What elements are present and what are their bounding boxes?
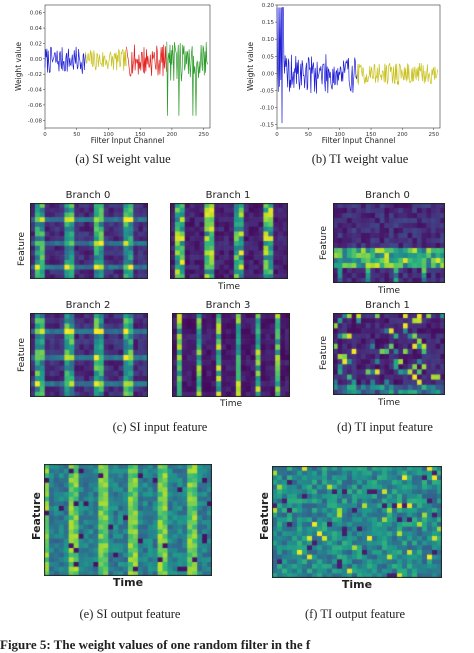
y-tick-label: 0.04 (30, 26, 43, 32)
caption-c: (c) SI input feature (112, 420, 208, 434)
si-output-heatmap (44, 464, 212, 576)
y-tick-label: 0.15 (262, 20, 275, 26)
y-tick-label: 0.06 (30, 11, 43, 17)
ti-branch1-title: Branch 1 (365, 300, 410, 311)
x-tick-label: 200 (397, 132, 408, 138)
caption-d: (d) TI input feature (337, 420, 433, 434)
x-tick-label: 100 (103, 132, 114, 138)
y-tick-label: -0.10 (260, 106, 275, 112)
y-tick-label: -0.15 (260, 123, 275, 129)
ti-output-heatmap (272, 466, 442, 578)
ti-branch0-heatmap (333, 203, 445, 283)
series-green-line (166, 41, 208, 116)
x-tick-label: 50 (73, 132, 80, 138)
x-tick-label: 250 (198, 132, 209, 138)
y-tick-label: -0.08 (28, 118, 43, 124)
x-axis-label: Filter Input Channel (322, 136, 396, 145)
y-tick-label: -0.05 (260, 88, 275, 94)
si-output-xlabel: Time (112, 576, 144, 589)
si-output-ylabel: Feature (30, 492, 43, 540)
series-yellow-line (85, 48, 127, 71)
y-tick-label: -0.02 (28, 72, 42, 78)
caption-a: (a) SI weight value (75, 152, 171, 166)
ti-branch1-xlabel: Time (377, 398, 401, 408)
y-axis-label: Weight value (246, 42, 255, 91)
si-branch2-ylabel: Feature (17, 337, 27, 372)
ti-branch0-ylabel: Feature (319, 225, 329, 260)
figure-caption: Figure 5: The weight values of one rando… (0, 637, 311, 652)
y-tick-label: 0.05 (262, 54, 275, 60)
ti-branch1-ylabel: Feature (319, 335, 329, 370)
y-tick-label: -0.04 (28, 88, 43, 94)
y-tick-label: 0.20 (262, 3, 275, 9)
caption-f: (f) TI output feature (304, 607, 406, 621)
plot-frame (276, 4, 441, 129)
si-branch1-xlabel: Time (217, 282, 241, 292)
x-axis-label: Filter Input Channel (91, 136, 165, 145)
x-tick-label: 0 (275, 132, 279, 138)
si-branch0-heatmap (30, 203, 148, 279)
si-branch1-heatmap (170, 203, 288, 279)
si-branch1-title: Branch 1 (205, 190, 251, 201)
ti-branch1-heatmap (333, 313, 445, 395)
series-blue-line (44, 46, 86, 74)
si-branch2-title: Branch 2 (65, 300, 111, 311)
ti-output-xlabel: Time (341, 578, 373, 591)
x-tick-label: 150 (366, 132, 377, 138)
x-tick-label: 50 (305, 132, 312, 138)
x-tick-label: 150 (135, 132, 146, 138)
x-tick-label: 250 (428, 132, 439, 138)
x-tick-label: 0 (43, 132, 47, 138)
ti-branch0-title: Branch 0 (365, 190, 410, 201)
si-branch2-heatmap (30, 313, 148, 397)
y-tick-label: 0.00 (262, 71, 275, 77)
ti-branch0-xlabel: Time (377, 286, 401, 296)
caption-b: (b) TI weight value (311, 152, 409, 166)
x-tick-label: 100 (334, 132, 345, 138)
caption-e: (e) SI output feature (79, 607, 181, 621)
ti-output-ylabel: Feature (258, 492, 271, 540)
series-blue-line (276, 7, 358, 124)
series-red-line (125, 44, 168, 77)
y-tick-label: 0.00 (30, 57, 43, 63)
si-branch0-ylabel: Feature (17, 231, 27, 266)
si-branch0-title: Branch 0 (65, 190, 111, 201)
y-tick-label: -0.06 (28, 103, 43, 109)
series-yellow-line (356, 62, 438, 85)
si-branch3-xlabel: Time (219, 399, 243, 409)
y-tick-label: 0.10 (262, 37, 275, 43)
y-axis-label: Weight value (14, 42, 23, 91)
si-branch3-title: Branch 3 (205, 300, 251, 311)
x-tick-label: 200 (167, 132, 178, 138)
y-tick-label: 0.02 (30, 41, 42, 47)
si-branch3-heatmap (172, 313, 290, 397)
